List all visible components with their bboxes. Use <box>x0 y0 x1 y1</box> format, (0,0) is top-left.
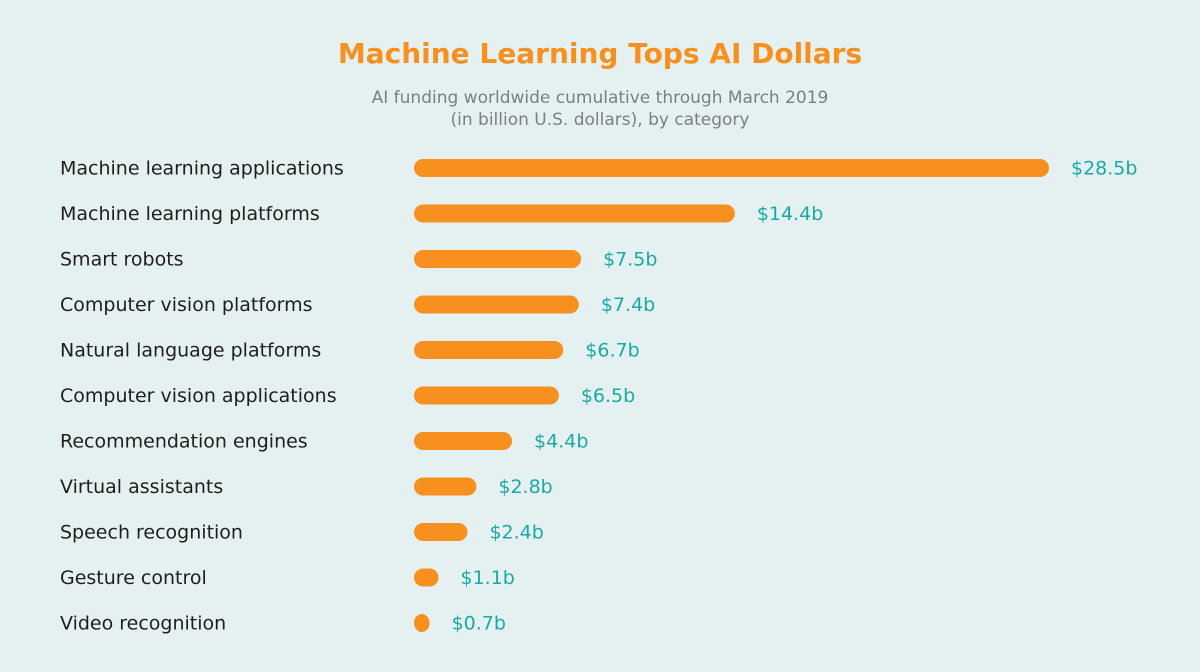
value-label: $0.7b <box>452 613 506 635</box>
bar <box>414 159 1049 177</box>
value-label: $2.8b <box>498 476 552 498</box>
bar <box>414 432 513 450</box>
bar <box>414 250 582 268</box>
bar <box>414 386 559 405</box>
category-label: Recommendation engines <box>60 431 308 453</box>
value-label: $7.5b <box>603 249 657 271</box>
category-label: Video recognition <box>60 613 226 635</box>
chart-title: Machine Learning Tops AI Dollars <box>338 37 862 70</box>
value-label: $4.4b <box>534 431 588 453</box>
value-label: $14.4b <box>757 203 823 225</box>
value-label: $7.4b <box>601 294 655 316</box>
value-label: $28.5b <box>1071 158 1137 180</box>
category-label: Gesture control <box>60 567 207 589</box>
bar <box>414 614 430 632</box>
bar <box>414 341 564 359</box>
chart-subtitle: AI funding worldwide cumulative through … <box>372 88 829 108</box>
category-label: Machine learning platforms <box>60 203 320 225</box>
bar <box>414 568 439 587</box>
category-label: Computer vision applications <box>60 385 337 407</box>
category-label: Natural language platforms <box>60 340 321 362</box>
value-label: $6.7b <box>585 340 639 362</box>
bar <box>414 295 579 314</box>
category-label: Speech recognition <box>60 522 243 544</box>
category-label: Smart robots <box>60 249 184 271</box>
bar <box>414 477 477 496</box>
bar <box>414 523 468 541</box>
chart-subtitle: (in billion U.S. dollars), by category <box>451 110 750 130</box>
value-label: $2.4b <box>489 522 543 544</box>
category-label: Virtual assistants <box>60 476 223 498</box>
value-label: $6.5b <box>581 385 635 407</box>
bar <box>414 204 735 223</box>
value-label: $1.1b <box>461 567 515 589</box>
category-label: Machine learning applications <box>60 158 344 180</box>
category-label: Computer vision platforms <box>60 294 313 316</box>
